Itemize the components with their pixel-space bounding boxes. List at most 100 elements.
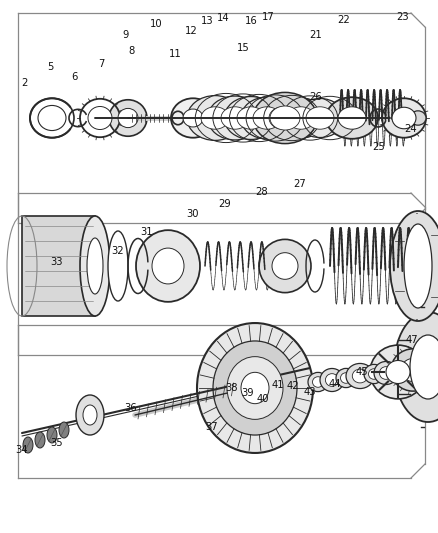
Text: 42: 42 [286,382,299,391]
Ellipse shape [378,367,392,379]
Ellipse shape [409,111,425,125]
Text: 27: 27 [292,179,305,189]
Ellipse shape [369,345,425,399]
Ellipse shape [224,96,277,140]
Ellipse shape [171,98,215,138]
Ellipse shape [88,107,112,130]
Ellipse shape [272,253,297,279]
Ellipse shape [35,432,45,448]
Ellipse shape [118,108,138,127]
Text: 8: 8 [128,46,134,55]
Ellipse shape [286,107,314,129]
Ellipse shape [47,427,57,443]
Text: 26: 26 [308,92,321,102]
Ellipse shape [212,341,297,435]
Ellipse shape [269,106,299,130]
Ellipse shape [345,364,373,389]
Text: 31: 31 [141,227,153,237]
Ellipse shape [240,373,268,403]
Ellipse shape [76,395,104,435]
Ellipse shape [80,216,110,316]
Text: 39: 39 [240,389,253,398]
Ellipse shape [335,368,355,387]
Ellipse shape [389,211,438,321]
Ellipse shape [257,98,308,139]
Text: 17: 17 [261,12,275,22]
Ellipse shape [337,107,365,129]
Ellipse shape [325,97,377,139]
Ellipse shape [252,92,316,143]
Text: 14: 14 [216,13,229,23]
Ellipse shape [268,107,297,129]
Ellipse shape [400,359,424,382]
Ellipse shape [276,98,325,138]
Ellipse shape [207,96,262,140]
Text: 5: 5 [47,62,53,71]
Ellipse shape [373,361,397,384]
Ellipse shape [385,360,409,384]
Text: 30: 30 [186,209,198,219]
Text: 11: 11 [169,50,182,59]
Text: 43: 43 [303,387,315,397]
Text: 7: 7 [98,59,104,69]
Ellipse shape [295,99,344,138]
Ellipse shape [409,335,438,399]
Ellipse shape [201,107,229,129]
Ellipse shape [226,357,283,419]
Ellipse shape [305,107,333,129]
Ellipse shape [393,312,438,422]
Ellipse shape [325,374,338,386]
Ellipse shape [352,369,367,383]
Text: 15: 15 [237,43,250,53]
Ellipse shape [307,373,327,392]
Text: 25: 25 [371,142,384,151]
Text: 23: 23 [396,12,408,22]
Text: 34: 34 [16,446,28,455]
Ellipse shape [108,231,128,301]
Text: 28: 28 [254,187,267,197]
Ellipse shape [220,107,248,129]
Text: 37: 37 [205,423,217,432]
Ellipse shape [252,107,280,129]
Ellipse shape [183,109,202,127]
Ellipse shape [363,365,383,384]
Ellipse shape [152,248,184,284]
Text: 36: 36 [124,403,137,413]
Polygon shape [22,216,95,316]
Ellipse shape [391,107,415,129]
Text: 35: 35 [50,439,62,448]
Ellipse shape [240,97,293,139]
Ellipse shape [187,95,243,140]
Text: 13: 13 [201,17,213,26]
Text: 44: 44 [328,379,340,389]
Ellipse shape [258,239,310,293]
Ellipse shape [23,437,33,453]
Text: 40: 40 [256,394,268,403]
Text: 33: 33 [50,257,62,267]
Ellipse shape [319,368,343,392]
Ellipse shape [340,373,351,383]
Text: 10: 10 [149,19,162,29]
Ellipse shape [403,224,431,308]
Text: 2: 2 [21,78,27,87]
Ellipse shape [381,98,425,138]
Text: 47: 47 [405,335,417,345]
Ellipse shape [38,106,66,131]
Text: 22: 22 [336,15,349,25]
Text: 12: 12 [184,26,197,36]
Text: 9: 9 [122,30,128,39]
Text: 16: 16 [244,17,257,26]
Text: 6: 6 [71,72,78,82]
Text: 29: 29 [218,199,231,208]
Ellipse shape [367,369,378,379]
Ellipse shape [136,230,200,302]
Text: 21: 21 [309,30,322,39]
Text: 24: 24 [403,124,416,134]
Ellipse shape [390,349,434,391]
Ellipse shape [109,100,147,136]
Ellipse shape [312,377,323,387]
Ellipse shape [87,238,103,294]
Ellipse shape [197,323,312,453]
Text: 32: 32 [111,246,124,255]
Ellipse shape [83,405,97,425]
